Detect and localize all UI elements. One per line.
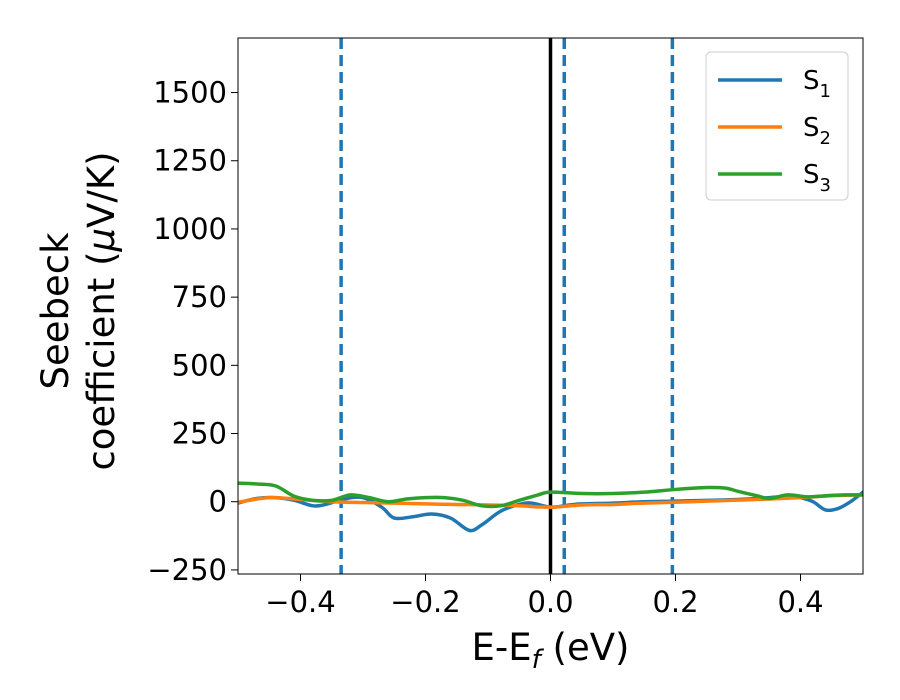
- series-line-s2: [238, 493, 863, 509]
- y-tick-label: 1500: [153, 76, 227, 110]
- y-tick-label: 1000: [153, 212, 227, 246]
- y-axis-title-line2: coefficient (μV/K): [80, 151, 123, 470]
- x-tick-label: −0.4: [265, 585, 335, 619]
- y-tick-label: 250: [172, 417, 227, 451]
- legend-label-s2: S2: [803, 113, 831, 149]
- y-tick-label: −250: [147, 553, 227, 587]
- series-line-s3: [238, 481, 863, 509]
- legend-label-s3: S3: [803, 160, 831, 196]
- x-tick-label: 0.4: [777, 585, 823, 619]
- legend: S1 S2 S3: [705, 51, 849, 201]
- series-layer: [238, 481, 863, 533]
- axis-titles: E-Ef (eV) Seebeck coefficient (μV/K): [34, 151, 629, 675]
- x-axis-title: E-Ef (eV): [472, 626, 630, 675]
- y-tick-label: 750: [172, 280, 227, 314]
- x-tick-label: 0.0: [527, 585, 573, 619]
- vertical-reference-lines: [339, 38, 675, 574]
- y-tick-label: 500: [172, 348, 227, 382]
- legend-label-s1: S1: [803, 66, 831, 102]
- x-axis-ticks: −0.4 −0.2 0.0 0.2 0.4: [265, 574, 824, 619]
- y-tick-label: 0: [209, 485, 227, 519]
- y-tick-label: 1250: [153, 144, 227, 178]
- y-axis-ticks: −250 0 250 500 750 1000 1250 1500: [147, 76, 238, 587]
- x-tick-label: 0.2: [652, 585, 698, 619]
- y-axis-title: Seebeck coefficient (μV/K): [34, 151, 123, 470]
- x-tick-label: −0.2: [390, 585, 460, 619]
- y-axis-title-line1: Seebeck: [34, 232, 77, 390]
